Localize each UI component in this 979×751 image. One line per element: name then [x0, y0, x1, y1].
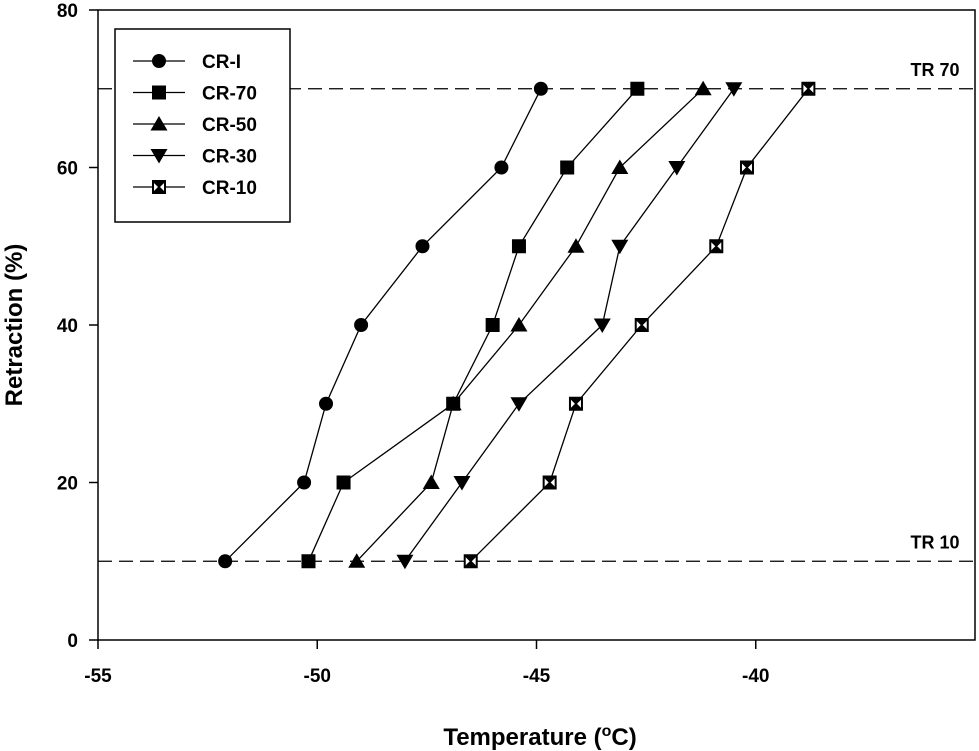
data-point [319, 396, 334, 411]
legend-marker [150, 116, 168, 131]
data-point [593, 318, 611, 333]
data-point [396, 554, 414, 570]
series-line [404, 88, 735, 562]
y-tick-label: 40 [57, 316, 78, 337]
data-point [567, 238, 585, 253]
legend-label: CR-30 [202, 147, 257, 168]
x-axis-title-unit: C) [611, 724, 636, 751]
data-point [801, 81, 816, 96]
data-point [630, 81, 645, 96]
x-axis-title-text: Temperature ( [443, 724, 601, 751]
reference-line-label: TR 70 [910, 60, 959, 80]
series-cr-70 [301, 81, 645, 569]
data-point [218, 554, 233, 569]
data-point [725, 82, 743, 97]
data-point [568, 396, 583, 411]
data-point [354, 318, 369, 332]
reference-line-label: TR 10 [910, 532, 959, 552]
data-point [348, 553, 366, 568]
data-point [739, 160, 754, 175]
data-point [533, 81, 548, 96]
y-axis-title: Retraction (%) [1, 244, 28, 407]
series-cr-30 [396, 82, 743, 570]
data-point [709, 239, 724, 254]
series-cr-i [218, 81, 548, 569]
data-point [611, 239, 629, 255]
legend-item: CR-I [133, 52, 241, 73]
legend-marker [152, 180, 166, 194]
data-point [510, 397, 528, 412]
legend-item: CR-50 [133, 115, 257, 136]
y-tick-label: 20 [57, 474, 78, 495]
legend-label: CR-10 [202, 178, 257, 199]
x-tick-label: -55 [84, 666, 112, 687]
x-axis-title: Temperature (oC) [443, 723, 636, 751]
legend-label: CR-I [202, 52, 241, 73]
legend-label: CR-70 [202, 84, 257, 105]
legend-marker [152, 54, 166, 68]
series-cr-10 [463, 81, 816, 569]
legend-label: CR-50 [202, 115, 257, 136]
data-point [560, 160, 575, 175]
data-point [301, 554, 316, 569]
series-cr-50 [348, 80, 712, 568]
data-point [634, 318, 649, 332]
data-point [668, 161, 686, 176]
data-point [336, 475, 351, 490]
data-point [415, 239, 430, 254]
data-point [542, 475, 557, 490]
legend-item: CR-70 [133, 84, 257, 105]
data-point [494, 160, 509, 175]
x-tick-label: -45 [523, 666, 551, 687]
legend-item: CR-10 [133, 178, 257, 199]
y-tick-label: 60 [57, 159, 78, 180]
data-point [297, 475, 312, 490]
data-point [694, 80, 712, 96]
data-point [511, 239, 526, 254]
y-tick-label: 80 [57, 1, 78, 22]
data-point [485, 318, 500, 332]
series-line [356, 88, 704, 562]
legend-marker [150, 149, 168, 164]
data-point [453, 476, 471, 491]
x-axis-title-superscript: o [602, 723, 612, 740]
data-point [444, 395, 462, 411]
legend-marker [152, 85, 166, 100]
x-tick-label: -50 [304, 666, 331, 687]
data-point [510, 317, 528, 332]
y-tick-label: 0 [67, 631, 78, 652]
data-point [422, 474, 440, 489]
x-tick-label: -40 [742, 666, 769, 687]
data-point [611, 159, 629, 174]
legend-item: CR-30 [133, 147, 257, 168]
data-point [463, 554, 478, 569]
